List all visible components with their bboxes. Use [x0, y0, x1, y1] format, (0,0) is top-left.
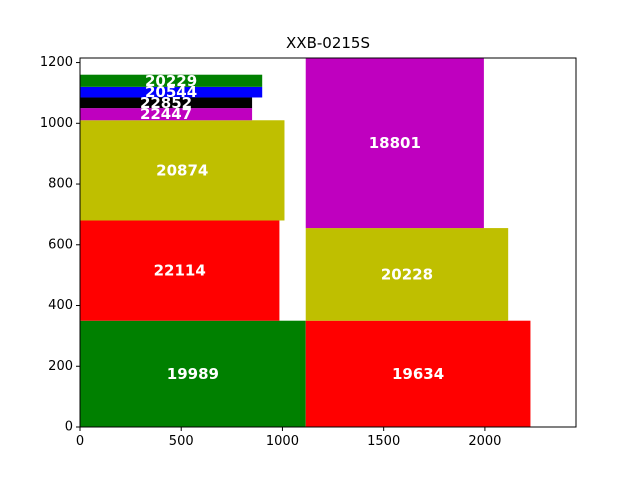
bar-label-9: 20229	[145, 72, 197, 90]
bar-label-2: 22114	[154, 262, 206, 280]
bar-label-8: 20544	[145, 83, 197, 101]
bar-label-7: 22852	[140, 94, 192, 112]
y-tick-label-6: 1200	[40, 55, 73, 70]
bar-labels-layer: 19989 19634 22114 20228 20874 18801 2244722852…	[140, 72, 444, 383]
x-tick-label-4: 2000	[468, 434, 501, 449]
bars-layer	[80, 58, 531, 427]
bar-1	[305, 320, 531, 427]
x-tick-label-1: 500	[169, 434, 194, 449]
y-tick-label-5: 1000	[40, 116, 73, 131]
bar-6	[80, 108, 253, 121]
y-tick-label-2: 400	[48, 298, 73, 313]
x-tick-label-0: 0	[76, 434, 84, 449]
bar-4	[80, 120, 285, 221]
bar-label-0: 19989	[167, 365, 219, 383]
plot-frame	[79, 57, 577, 428]
y-axis: 0 200 400 600 800 1000 1200	[40, 55, 80, 435]
y-tick-label-3: 600	[48, 237, 73, 252]
chart-title: XXB-0215S	[286, 34, 370, 52]
bar-2	[80, 220, 280, 321]
x-axis: 0 500 1000 1500 2000	[76, 427, 501, 449]
bar-0	[80, 320, 306, 427]
bar-3	[305, 228, 509, 321]
y-tick-label-4: 800	[48, 177, 73, 192]
bar-7	[80, 97, 253, 109]
bar-5	[305, 58, 484, 229]
bar-label-1: 19634	[392, 365, 444, 383]
bar-label-6: 22447	[140, 105, 192, 123]
x-tick-label-3: 1500	[367, 434, 400, 449]
x-tick-label-2: 1000	[266, 434, 299, 449]
bar-label-3: 20228	[381, 265, 433, 283]
bar-label-5: 18801	[369, 134, 421, 152]
bar-label-4: 20874	[156, 161, 208, 179]
y-tick-label-1: 200	[48, 359, 73, 374]
bar-8	[80, 86, 263, 98]
bar-9	[80, 74, 263, 87]
y-tick-label-0: 0	[65, 420, 73, 435]
